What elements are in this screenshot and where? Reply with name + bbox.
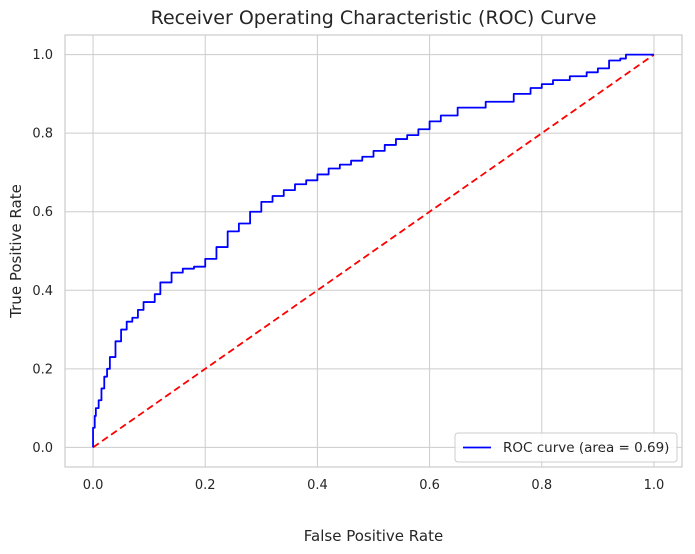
roc-curve-line [92,53,654,448]
grid [65,35,682,467]
y-tick-label: 1.0 [32,48,53,63]
x-tick-label: 0.2 [195,478,216,493]
y-tick-label: 0.4 [32,284,53,299]
legend: ROC curve (area = 0.69) [454,432,678,463]
x-tick-label: 0.6 [419,478,440,493]
legend-box [454,432,678,463]
y-tick-label: 0.0 [32,441,53,456]
chart-title: Receiver Operating Characteristic (ROC) … [151,7,597,29]
y-tick-label: 0.8 [32,127,53,142]
y-axis-label: True Positive Rate [7,184,25,319]
series [92,53,655,449]
diagonal-reference-line [92,53,655,449]
x-tick-label: 1.0 [644,478,665,493]
legend-label-roc: ROC curve (area = 0.69) [503,440,669,456]
plot-frame [64,34,683,468]
x-tick-label: 0.8 [531,478,552,493]
tick-labels: 0.0 0.2 0.4 0.6 0.8 1.0 0.0 0.2 0.4 0.6 0.8 1.0 [32,48,664,493]
x-tick-label: 0.0 [83,478,104,493]
y-tick-label: 0.2 [32,362,53,377]
x-axis-label: False Positive Rate [304,527,443,545]
x-tick-label: 0.4 [307,478,328,493]
y-tick-label: 0.6 [32,205,53,220]
